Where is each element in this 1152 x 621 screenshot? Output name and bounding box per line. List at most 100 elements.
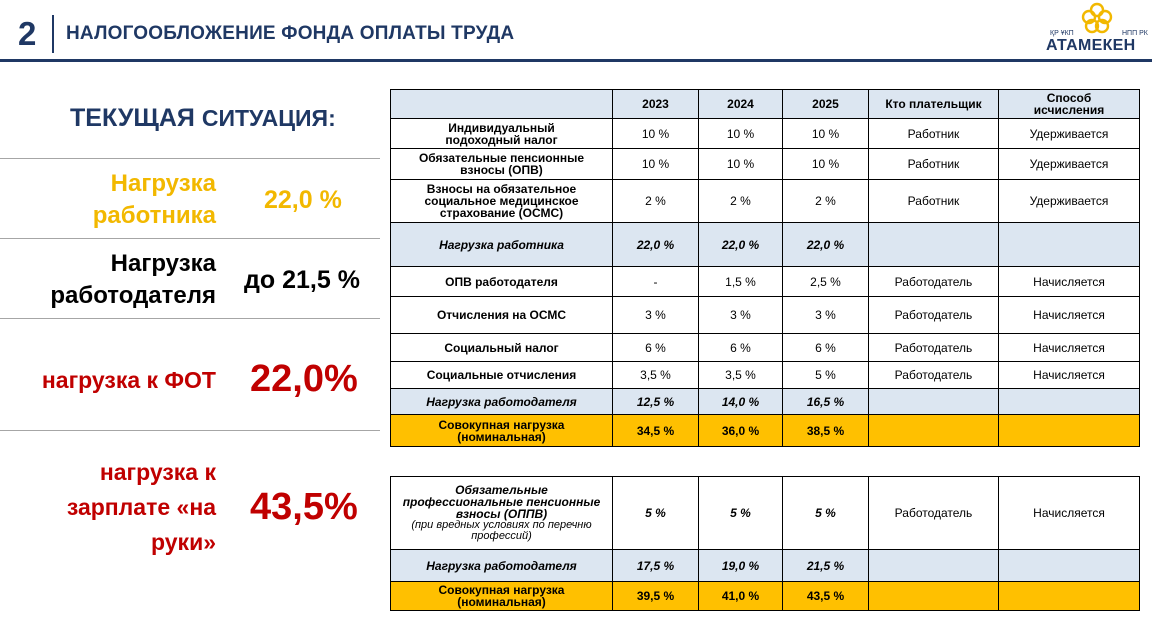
cell-2025: 10 % <box>782 118 869 149</box>
employer-load-row: Нагрузка работодателя 12,5 % 14,0 % 16,5… <box>390 388 1140 415</box>
cell-method <box>998 222 1140 267</box>
total-load-row: Совокупная нагрузка (номинальная) 34,5 %… <box>390 414 1140 447</box>
cell-2023: - <box>612 266 699 297</box>
cell-2024: 36,0 % <box>698 414 783 447</box>
separator <box>0 430 380 431</box>
cell-2023: 39,5 % <box>612 581 699 611</box>
cell-payer: Работник <box>868 148 999 180</box>
row-name: Совокупная нагрузка (номинальная) <box>390 581 613 611</box>
cell-method: Начисляется <box>998 476 1140 550</box>
logo-caption-left: ҚР ҰКП <box>1050 30 1074 37</box>
cell-2025: 43,5 % <box>782 581 869 611</box>
cell-2025: 16,5 % <box>782 388 869 415</box>
cell-2024: 10 % <box>698 118 783 149</box>
row-name: Отчисления на ОСМС <box>390 296 613 334</box>
row-name: Обязательные профессиональные пенсионные… <box>390 476 613 550</box>
cell-2023: 10 % <box>612 148 699 180</box>
header-2024: 2024 <box>698 89 783 119</box>
net-salary-load-label: нагрузка к зарплате «на руки» <box>66 459 216 555</box>
tax-table-main: 2023 2024 2025 Кто плательщик Способ исч… <box>390 89 1140 447</box>
row-name: Нагрузка работодателя <box>390 549 613 582</box>
current-situation-title: ТЕКУЩАЯ СИТУАЦИЯ: <box>70 103 336 133</box>
table-row: Обязательные профессиональные пенсионные… <box>390 476 1140 550</box>
table-row: Отчисления на ОСМС 3 % 3 % 3 % Работодат… <box>390 296 1140 334</box>
cell-2024: 10 % <box>698 148 783 180</box>
cell-method: Начисляется <box>998 361 1140 389</box>
employer-load-row: Нагрузка работодателя 17,5 % 19,0 % 21,5… <box>390 549 1140 582</box>
payroll-load-value: 22,0% <box>250 358 358 400</box>
cell-2023: 12,5 % <box>612 388 699 415</box>
title-part-1: ТЕКУЩАЯ <box>70 104 195 132</box>
cell-payer: Работодатель <box>868 266 999 297</box>
cell-2025: 38,5 % <box>782 414 869 447</box>
cell-2023: 6 % <box>612 333 699 362</box>
row-name: Социальные отчисления <box>390 361 613 389</box>
payroll-load-label: нагрузка к ФОТ <box>41 367 216 393</box>
table-header-row: 2023 2024 2025 Кто плательщик Способ исч… <box>390 89 1140 119</box>
cell-method: Удерживается <box>998 179 1140 223</box>
cell-payer <box>868 581 999 611</box>
table-row: Индивидуальный подоходный налог 10 % 10 … <box>390 118 1140 149</box>
cell-2023: 2 % <box>612 179 699 223</box>
table-row: Обязательные пенсионные взносы (ОПВ) 10 … <box>390 148 1140 180</box>
employer-load-value: до 21,5 % <box>244 266 360 294</box>
cell-method: Удерживается <box>998 148 1140 180</box>
cell-2024: 22,0 % <box>698 222 783 267</box>
cell-2025: 5 % <box>782 476 869 550</box>
cell-payer: Работник <box>868 118 999 149</box>
cell-2024: 5 % <box>698 476 783 550</box>
header-2023: 2023 <box>612 89 699 119</box>
cell-method: Начисляется <box>998 266 1140 297</box>
employee-load-value: 22,0 % <box>264 186 342 214</box>
cell-2024: 3,5 % <box>698 361 783 389</box>
cell-method: Удерживается <box>998 118 1140 149</box>
cell-payer: Работодатель <box>868 296 999 334</box>
cell-2025: 3 % <box>782 296 869 334</box>
cell-payer: Работодатель <box>868 333 999 362</box>
cell-payer <box>868 549 999 582</box>
cell-2024: 14,0 % <box>698 388 783 415</box>
net-salary-load-value: 43,5% <box>250 486 358 528</box>
tax-table-hazardous: Обязательные профессиональные пенсионные… <box>390 476 1140 611</box>
cell-2025: 2,5 % <box>782 266 869 297</box>
row-name: Обязательные пенсионные взносы (ОПВ) <box>390 148 613 180</box>
cell-payer <box>868 414 999 447</box>
header-blank <box>390 89 613 119</box>
cell-method: Начисляется <box>998 333 1140 362</box>
row-note: (при вредных условиях по перечню професс… <box>411 519 592 542</box>
table-row: ОПВ работодателя - 1,5 % 2,5 % Работодат… <box>390 266 1140 297</box>
header-divider <box>52 15 54 53</box>
cell-method <box>998 581 1140 611</box>
cell-payer <box>868 222 999 267</box>
cell-2025: 21,5 % <box>782 549 869 582</box>
employer-load-label: Нагрузка работодателя <box>50 250 216 309</box>
row-name: Индивидуальный подоходный налог <box>390 118 613 149</box>
cell-2023: 5 % <box>612 476 699 550</box>
cell-2023: 34,5 % <box>612 414 699 447</box>
cell-2024: 3 % <box>698 296 783 334</box>
table-row: Социальные отчисления 3,5 % 3,5 % 5 % Ра… <box>390 361 1140 389</box>
table-row: Взносы на обязательное социальное медици… <box>390 179 1140 223</box>
separator <box>0 318 380 319</box>
slide-number: 2 <box>18 15 37 52</box>
cell-2023: 10 % <box>612 118 699 149</box>
cell-2023: 3,5 % <box>612 361 699 389</box>
cell-payer: Работодатель <box>868 476 999 550</box>
cell-2025: 2 % <box>782 179 869 223</box>
cell-2023: 22,0 % <box>612 222 699 267</box>
logo-ornament-icon <box>1081 2 1113 34</box>
cell-2024: 19,0 % <box>698 549 783 582</box>
row-name: Совокупная нагрузка (номинальная) <box>390 414 613 447</box>
header-payer: Кто плательщик <box>868 89 999 119</box>
cell-2025: 6 % <box>782 333 869 362</box>
cell-2025: 5 % <box>782 361 869 389</box>
cell-2024: 41,0 % <box>698 581 783 611</box>
row-name: ОПВ работодателя <box>390 266 613 297</box>
cell-2024: 1,5 % <box>698 266 783 297</box>
logo-caption-right: НПП РК <box>1122 30 1148 37</box>
cell-payer: Работодатель <box>868 361 999 389</box>
cell-2025: 22,0 % <box>782 222 869 267</box>
cell-2023: 3 % <box>612 296 699 334</box>
cell-payer <box>868 388 999 415</box>
total-load-row: Совокупная нагрузка (номинальная) 39,5 %… <box>390 581 1140 611</box>
